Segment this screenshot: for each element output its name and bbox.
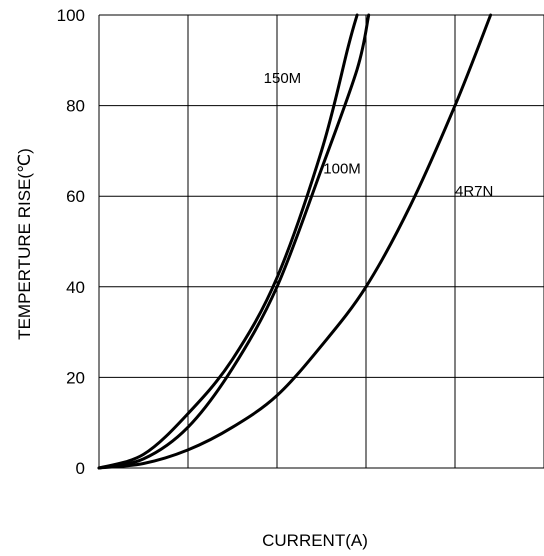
grid: [98, 14, 544, 469]
x-axis-label: CURRENT(A): [262, 531, 368, 550]
y-tick-label: 100: [57, 6, 85, 25]
y-tick-label: 40: [66, 278, 85, 297]
series-label-100m: 100M: [323, 161, 361, 178]
curves: [97, 13, 493, 470]
y-tick-label: 20: [66, 368, 85, 387]
y-tick-label: 60: [66, 187, 85, 206]
series-line-150m: [97, 13, 359, 470]
y-tick-labels: 0 20 40 60 80 100: [57, 6, 85, 478]
series-label-150m: 150M: [264, 70, 302, 87]
y-tick-label: 80: [66, 97, 85, 116]
series-line-4r7n: [97, 13, 493, 470]
series-label-4r7n: 4R7N: [455, 183, 493, 200]
y-tick-label: 0: [76, 459, 85, 478]
series-labels: 150M 100M 4R7N: [264, 70, 494, 200]
y-axis-label: TEMPERTURE RISE(℃): [15, 148, 34, 340]
series-line-100m: [97, 13, 371, 470]
